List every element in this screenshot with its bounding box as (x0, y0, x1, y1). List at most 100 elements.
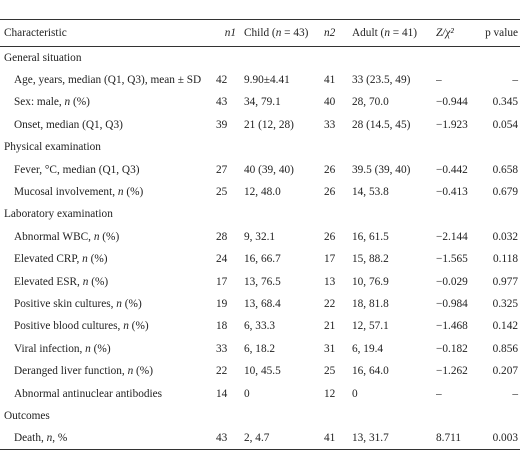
section-row: Laboratory examination (0, 203, 520, 225)
cell-child: 12, 48.0 (244, 186, 281, 199)
cell-child: 16, 66.7 (244, 253, 281, 266)
cell-n1: 22 (216, 365, 228, 378)
cell-n2: 17 (324, 253, 336, 266)
cell-statistic: −0.442 (436, 163, 468, 176)
cell-p-value: 0.345 (492, 96, 518, 109)
table-body: General situation Age, years, median (Q1,… (0, 47, 520, 450)
cell-n2: 21 (324, 320, 336, 333)
cell-n1: 18 (216, 320, 228, 333)
header-child: Child (n = 43) (244, 19, 324, 47)
cell-n1: 39 (216, 118, 228, 131)
cell-p-value: 0.003 (482, 427, 520, 450)
comparison-table: Characteristic n1 Child (n = 43) n2 Adul… (0, 19, 520, 450)
cell-n2: 26 (324, 230, 336, 243)
cell-child: 10, 45.5 (244, 365, 281, 378)
cell-n1: 33 (216, 342, 228, 355)
cell-child: 6, 33.3 (244, 320, 276, 333)
cell-p-value: 0.325 (492, 297, 518, 310)
cell-statistic: −0.944 (436, 96, 468, 109)
section-heading: General situation (4, 51, 82, 64)
cell-n2: 31 (324, 342, 336, 355)
cell-statistic: −2.144 (436, 230, 468, 243)
cell-n1: 24 (216, 253, 228, 266)
table-row: Onset, median (Q1, Q3) 39 21 (12, 28) 33 28 … (0, 114, 520, 136)
cell-p-value: 0.658 (492, 163, 518, 176)
cell-child: 40 (39, 40) (244, 163, 294, 176)
table-row: Deranged liver function, n (%) 22 10, 45.5… (0, 360, 520, 382)
cell-adult: 18, 81.8 (352, 297, 389, 310)
cell-n2: 26 (324, 163, 336, 176)
row-label: Viral infection, n (%) (14, 342, 111, 355)
cell-n1: 17 (216, 275, 228, 288)
header-n1: n1 (214, 19, 244, 47)
cell-adult: 6, 19.4 (352, 342, 384, 355)
cell-child: 13, 76.5 (244, 275, 281, 288)
cell-n1: 28 (216, 230, 228, 243)
cell-p-value: 0.856 (492, 342, 518, 355)
cell-adult: 28 (14.5, 45) (352, 118, 411, 131)
cell-statistic: −1.468 (436, 320, 468, 333)
cell-n1: 14 (216, 387, 228, 400)
cell-n1: 27 (216, 163, 228, 176)
row-label: Positive skin cultures, n (%) (14, 297, 142, 310)
cell-n2: 41 (324, 74, 336, 87)
row-label: Death, n, % (0, 427, 214, 450)
header-statistic: Z/χ² (436, 19, 482, 47)
table-row: Age, years, median (Q1, Q3), mean ± SD 42… (0, 69, 520, 91)
cell-adult: 28, 70.0 (352, 96, 389, 109)
row-label: Sex: male, n (%) (14, 96, 90, 109)
table-row: Positive blood cultures, n (%) 18 6, 33.3 2… (0, 315, 520, 337)
table-row: Sex: male, n (%) 43 34, 79.1 40 28, 70.0 −0.9… (0, 91, 520, 113)
cell-adult: 10, 76.9 (352, 275, 389, 288)
cell-adult: 15, 88.2 (352, 253, 389, 266)
cell-adult: 33 (23.5, 49) (352, 74, 411, 87)
cell-child: 9.90±4.41 (244, 74, 290, 87)
table-row: Viral infection, n (%) 33 6, 18.2 31 6, 19.4… (0, 338, 520, 360)
table-row: Death, n, % 43 2, 4.7 41 13, 31.7 8.711 0.003 (0, 427, 520, 450)
cell-adult: 13, 31.7 (352, 427, 436, 450)
cell-p-value: 0.977 (492, 275, 518, 288)
cell-p-value: 0.054 (492, 118, 518, 131)
cell-child: 13, 68.4 (244, 297, 281, 310)
cell-adult: 16, 61.5 (352, 230, 389, 243)
header-p-value: p value (482, 19, 520, 47)
row-label: Fever, °C, median (Q1, Q3) (14, 163, 140, 176)
cell-p-value: 0.032 (492, 230, 518, 243)
header-n2: n2 (324, 19, 352, 47)
table-row: Elevated CRP, n (%) 24 16, 66.7 17 15, 88.2 −… (0, 248, 520, 270)
row-label: Onset, median (Q1, Q3) (14, 118, 123, 131)
cell-statistic: – (436, 74, 442, 87)
cell-child: 6, 18.2 (244, 342, 276, 355)
cell-child: 2, 4.7 (244, 427, 324, 450)
cell-n1: 43 (216, 96, 228, 109)
table-row: Abnormal WBC, n (%) 28 9, 32.1 26 16, 61.5 −2… (0, 226, 520, 248)
cell-p-value: – (512, 74, 518, 87)
cell-statistic: −0.029 (436, 275, 468, 288)
cell-p-value: 0.118 (493, 253, 518, 266)
cell-statistic: −0.182 (436, 342, 468, 355)
cell-child: 21 (12, 28) (244, 118, 294, 131)
cell-statistic: −1.923 (436, 118, 468, 131)
row-label: Deranged liver function, n (%) (14, 365, 153, 378)
cell-n1: 25 (216, 186, 228, 199)
cell-statistic: −0.413 (436, 186, 468, 199)
cell-n2: 26 (324, 186, 336, 199)
row-label: Abnormal WBC, n (%) (14, 230, 120, 243)
cell-statistic: −0.984 (436, 297, 468, 310)
table-row: Abnormal antinuclear antibodies 14 0 12 0 – – (0, 382, 520, 404)
row-label: Abnormal antinuclear antibodies (14, 387, 163, 400)
table-row: Mucosal involvement, n (%) 25 12, 48.0 26 14… (0, 181, 520, 203)
cell-n2: 40 (324, 96, 336, 109)
cell-statistic: −1.262 (436, 365, 468, 378)
cell-n2: 41 (324, 427, 352, 450)
cell-adult: 16, 64.0 (352, 365, 389, 378)
cell-adult: 39.5 (39, 40) (352, 163, 411, 176)
row-label: Age, years, median (Q1, Q3), mean ± SD (14, 74, 202, 87)
row-label: Mucosal involvement, n (%) (14, 186, 144, 199)
cell-p-value: 0.142 (492, 320, 518, 333)
table-header-row: Characteristic n1 Child (n = 43) n2 Adul… (0, 19, 520, 47)
section-row: General situation (0, 47, 520, 69)
cell-n2: 25 (324, 365, 336, 378)
header-adult: Adult (n = 41) (352, 19, 436, 47)
cell-child: 9, 32.1 (244, 230, 276, 243)
